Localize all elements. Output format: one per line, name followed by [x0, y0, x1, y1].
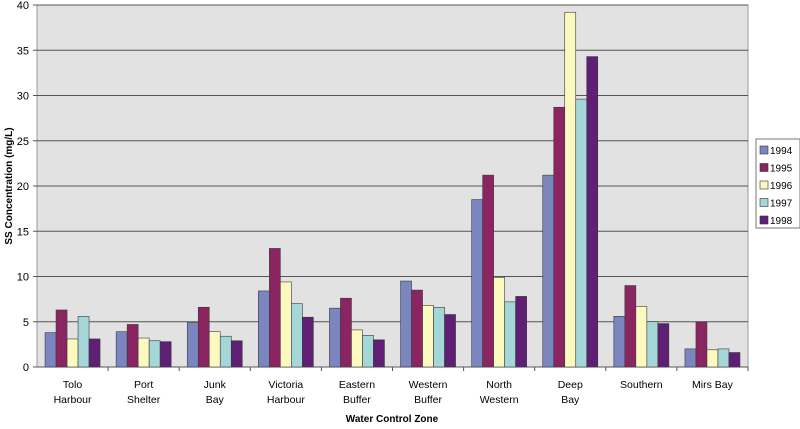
bar-1998 [515, 296, 527, 368]
y-tick-label: 40 [17, 0, 29, 12]
legend: 1994 1995 1996 1997 1998 [755, 138, 800, 229]
y-tick-label: 35 [17, 45, 29, 57]
bar-1998 [444, 314, 456, 368]
bar-1998 [159, 341, 172, 368]
legend-swatch-1994 [759, 145, 769, 155]
bar-1998 [88, 338, 101, 368]
legend-label: 1995 [770, 164, 793, 175]
bar-1994 [613, 316, 626, 368]
legend-label: 1996 [770, 181, 793, 192]
bar-1998 [302, 316, 314, 368]
bar-1995 [695, 321, 708, 368]
x-tick-label: Mirs Bay [692, 379, 734, 391]
bar-1998 [230, 340, 243, 368]
bar-1995 [126, 324, 139, 368]
bar-1994 [258, 290, 270, 368]
bar-1997 [717, 348, 730, 368]
legend-swatch-1995 [759, 163, 769, 172]
bar-1996 [706, 349, 719, 368]
bar-1995 [55, 309, 68, 368]
x-tick-label: Harbour [267, 394, 305, 406]
y-tick-label: 5 [23, 317, 29, 329]
x-tick-label: Eastern [339, 379, 375, 391]
bar-1996 [66, 338, 79, 368]
bar-1994 [400, 280, 412, 368]
x-tick-label: Port [134, 379, 153, 391]
bar-1997 [291, 303, 303, 368]
y-tick-label: 25 [17, 136, 29, 148]
bar-1995 [269, 248, 281, 368]
bar-1997 [362, 335, 374, 368]
x-tick-label: Tolo [63, 379, 82, 391]
bar-1994 [684, 348, 697, 368]
x-tick-label: Bay [206, 394, 225, 406]
y-tick-label: 15 [17, 226, 29, 238]
bar-1997 [646, 321, 659, 368]
bar-1998 [657, 323, 670, 368]
bar-1998 [586, 56, 599, 368]
x-tick-label: Harbour [54, 394, 92, 406]
bar-1998 [728, 352, 741, 368]
bar-1995 [482, 174, 494, 368]
bar-1997 [433, 306, 445, 368]
legend-label: 1997 [770, 199, 793, 210]
bar-1995 [197, 306, 210, 368]
bar-1994 [471, 199, 483, 368]
bar-1997 [575, 98, 588, 368]
legend-label: 1998 [770, 216, 793, 227]
bar-1996 [351, 329, 363, 368]
y-tick-label: 0 [23, 362, 29, 374]
x-tick-label: Buffer [414, 394, 442, 406]
y-axis-title: SS Concentration (mg/L) [4, 127, 15, 244]
bar-1994 [44, 332, 57, 368]
x-tick-label: Southern [620, 379, 663, 391]
bar-1996 [635, 306, 648, 368]
bar-1995 [411, 289, 423, 368]
bar-1994 [542, 174, 555, 368]
bar-1997 [77, 316, 90, 368]
x-tick-label: Western [409, 379, 448, 391]
bar-1994 [115, 331, 128, 368]
bar-1996 [493, 277, 505, 368]
bar-1996 [208, 331, 221, 368]
x-tick-label: Bay [561, 394, 580, 406]
bar-1996 [280, 281, 292, 368]
x-tick-label: Buffer [343, 394, 371, 406]
bar-1997 [504, 301, 516, 368]
x-tick-label: Junk [204, 379, 227, 391]
x-axis-title: Water Control Zone [346, 414, 439, 424]
bar-1994 [329, 307, 341, 368]
bar-1995 [553, 106, 566, 368]
legend-swatch-1996 [759, 180, 769, 190]
legend-swatch-1998 [759, 215, 769, 225]
y-tick-label: 30 [17, 91, 29, 103]
bar-1997 [219, 335, 232, 368]
legend-label: 1994 [770, 146, 793, 157]
bar-1996 [422, 305, 434, 368]
y-tick-label: 20 [17, 181, 29, 193]
bar-1997 [148, 340, 161, 368]
bar-1995 [340, 297, 352, 368]
bar-1995 [624, 285, 637, 368]
x-tick-label: Victoria [268, 379, 303, 391]
bar-1998 [373, 339, 385, 368]
x-tick-label: Shelter [127, 394, 161, 406]
y-tick-label: 10 [17, 272, 29, 284]
bar-1996 [564, 11, 577, 368]
bar-1996 [137, 337, 150, 368]
legend-swatch-1997 [759, 198, 769, 207]
bar-1994 [186, 322, 199, 368]
x-tick-label: Deep [558, 379, 583, 391]
x-tick-label: Western [480, 394, 519, 406]
x-tick-label: North [486, 379, 512, 391]
